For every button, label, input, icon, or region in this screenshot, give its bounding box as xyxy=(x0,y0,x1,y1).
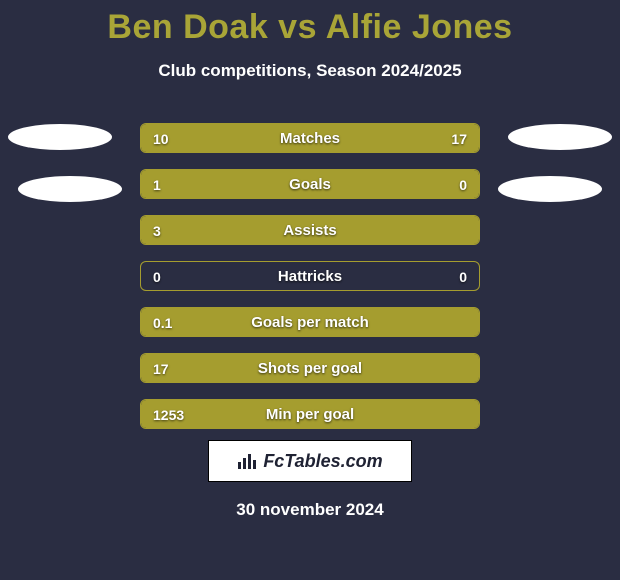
stat-value-right: 0 xyxy=(447,170,479,199)
stat-row: 1017Matches xyxy=(140,123,480,153)
stat-label: Hattricks xyxy=(141,262,479,291)
player-oval-left-1 xyxy=(8,124,112,150)
logo-text: FcTables.com xyxy=(263,451,382,472)
logo: FcTables.com xyxy=(237,451,382,472)
stat-fill-left xyxy=(141,354,479,382)
stat-row: 0.1Goals per match xyxy=(140,307,480,337)
stat-value-left: 10 xyxy=(141,124,181,153)
stat-row: 0 0Hattricks xyxy=(140,261,480,291)
stat-value-left: 1253 xyxy=(141,400,196,429)
player-oval-right-1 xyxy=(508,124,612,150)
stat-value-left: 0 xyxy=(141,262,173,291)
footer-date: 30 november 2024 xyxy=(0,500,620,520)
stat-value-left: 17 xyxy=(141,354,181,383)
chart-icon xyxy=(237,452,259,470)
stat-value-right: 0 xyxy=(447,262,479,291)
page-subtitle: Club competitions, Season 2024/2025 xyxy=(0,61,620,81)
comparison-bars: 1017Matches10Goals3Assists00Hattricks0.1… xyxy=(140,123,480,445)
player-oval-right-2 xyxy=(498,176,602,202)
stat-value-right: 17 xyxy=(439,124,479,153)
stat-row: 10Goals xyxy=(140,169,480,199)
stat-fill-left xyxy=(141,308,479,336)
stat-value-left: 0.1 xyxy=(141,308,184,337)
stat-value-left: 3 xyxy=(141,216,173,245)
stat-fill-left xyxy=(141,216,479,244)
page-title: Ben Doak vs Alfie Jones xyxy=(0,0,620,47)
logo-box: FcTables.com xyxy=(208,440,412,482)
stat-row: 17Shots per goal xyxy=(140,353,480,383)
stat-fill-left xyxy=(141,170,401,198)
player-oval-left-2 xyxy=(18,176,122,202)
stat-row: 3Assists xyxy=(140,215,480,245)
stat-value-left: 1 xyxy=(141,170,173,199)
stat-row: 1253Min per goal xyxy=(140,399,480,429)
